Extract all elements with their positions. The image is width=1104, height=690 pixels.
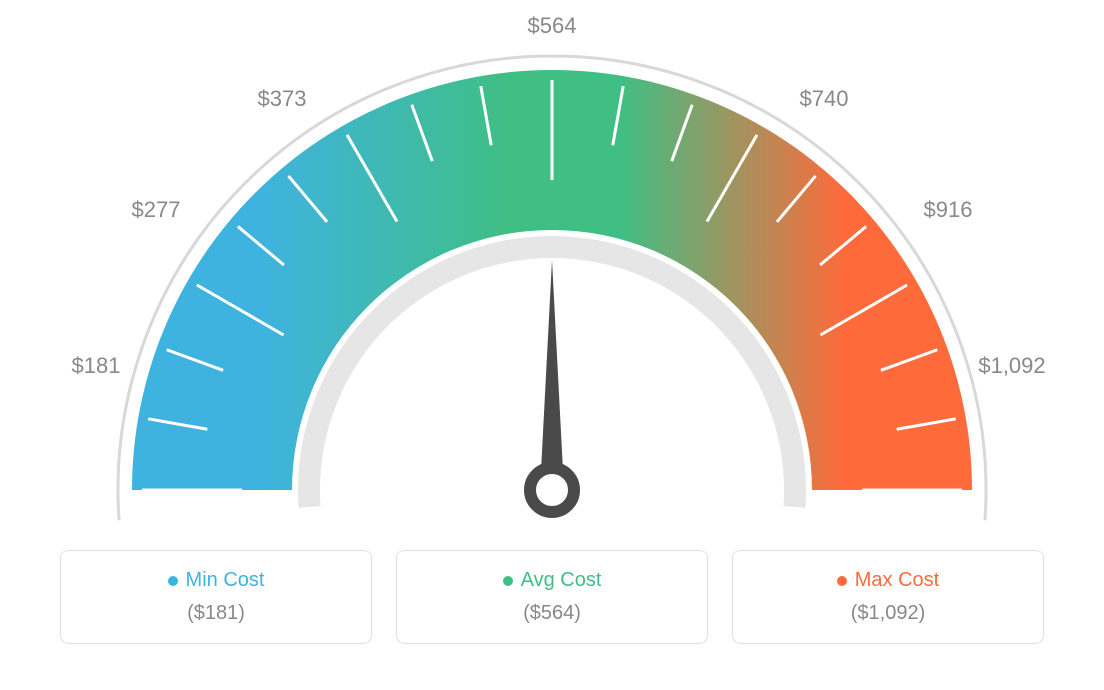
legend-label-avg: Avg Cost: [521, 569, 602, 592]
legend-title-min: Min Cost: [81, 569, 351, 592]
legend-value-min: ($181): [81, 602, 351, 625]
legend-dot-min: [168, 576, 178, 586]
legend-label-min: Min Cost: [186, 569, 265, 592]
legend-dot-max: [837, 576, 847, 586]
legend-dot-avg: [503, 576, 513, 586]
legend-value-avg: ($564): [417, 602, 687, 625]
legend-title-avg: Avg Cost: [417, 569, 687, 592]
legend-card-avg: Avg Cost ($564): [396, 550, 708, 644]
gauge-tick-label: $916: [924, 197, 973, 223]
legend-card-min: Min Cost ($181): [60, 550, 372, 644]
gauge-tick-label: $373: [258, 86, 307, 112]
gauge-tick-label: $277: [132, 197, 181, 223]
gauge-tick-label: $740: [800, 86, 849, 112]
gauge-tick-label: $181: [72, 353, 121, 379]
gauge-tick-label: $564: [528, 13, 577, 39]
gauge-hub: [530, 468, 574, 512]
legend-card-max: Max Cost ($1,092): [732, 550, 1044, 644]
legend-title-max: Max Cost: [753, 569, 1023, 592]
legend-label-max: Max Cost: [855, 569, 939, 592]
gauge-needle: [540, 260, 564, 490]
gauge-svg: [0, 0, 1104, 550]
legend: Min Cost ($181) Avg Cost ($564) Max Cost…: [0, 550, 1104, 644]
gauge-container: $181 $277 $373 $564 $740 $916 $1,092: [0, 0, 1104, 550]
legend-value-max: ($1,092): [753, 602, 1023, 625]
gauge-tick-label: $1,092: [978, 353, 1045, 379]
